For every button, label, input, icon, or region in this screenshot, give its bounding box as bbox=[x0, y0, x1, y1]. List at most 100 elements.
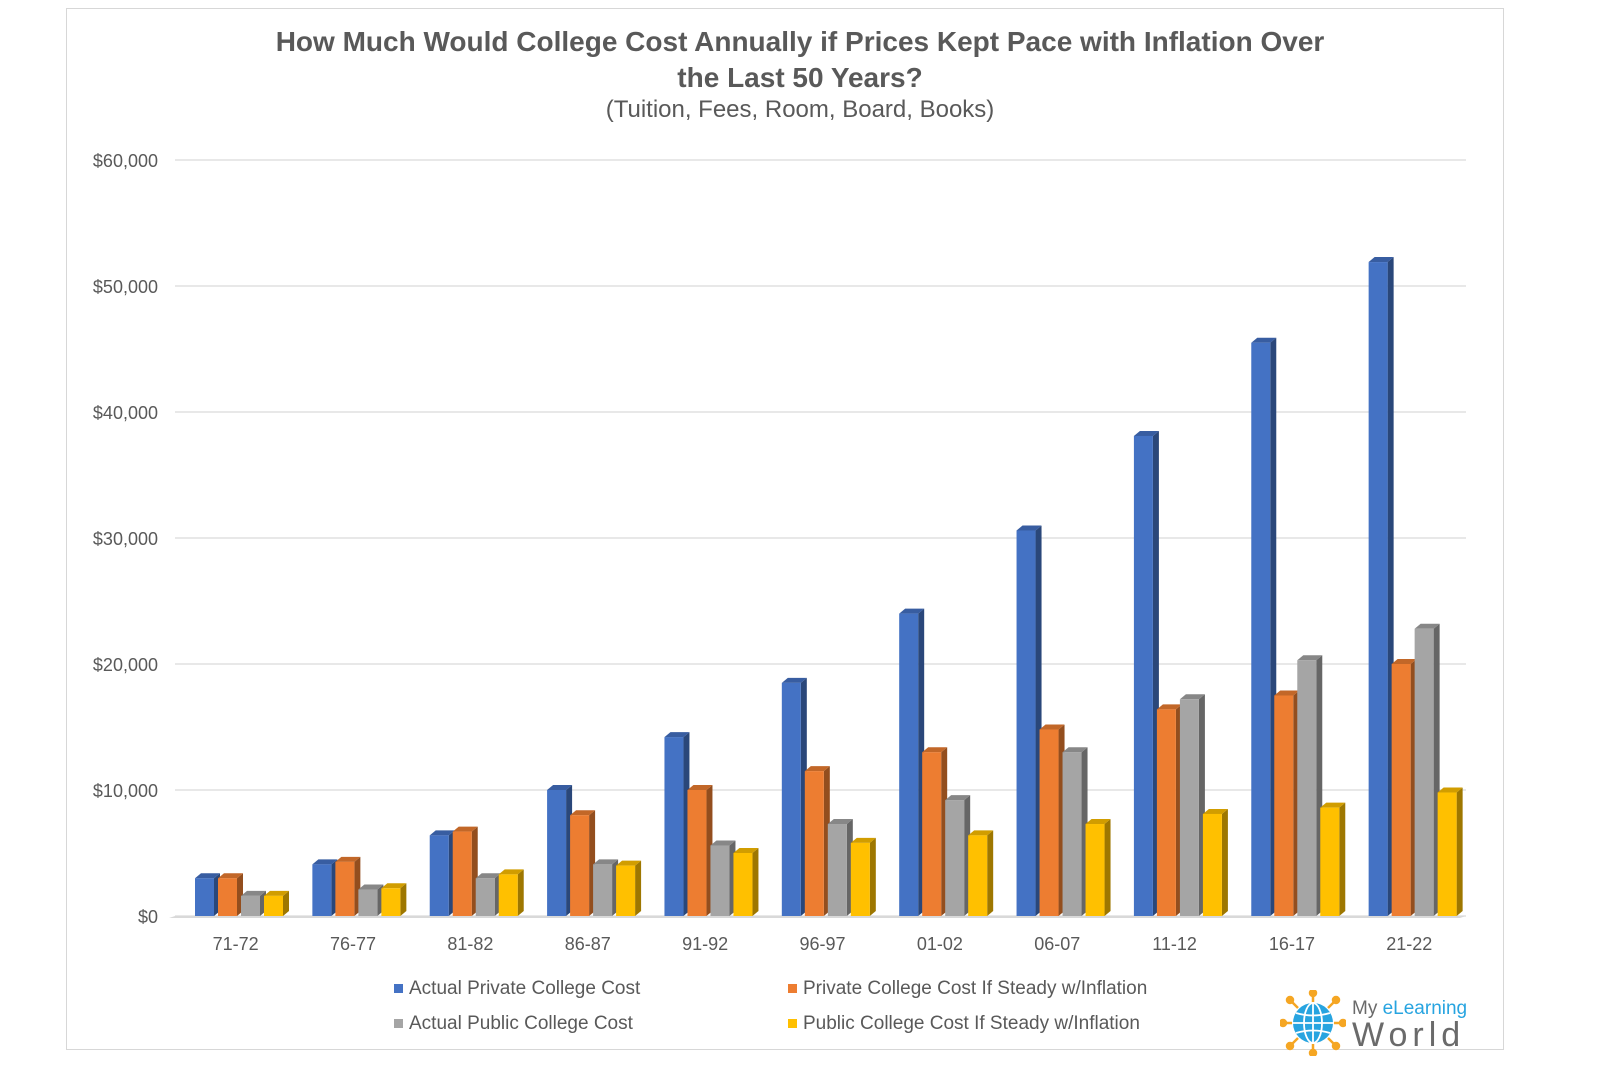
bar-top bbox=[804, 766, 830, 772]
legend-item-public-inflation: Public College Cost If Steady w/Inflatio… bbox=[788, 1013, 1140, 1035]
bar-front bbox=[593, 864, 613, 916]
bar-front bbox=[547, 790, 567, 916]
bar-side bbox=[517, 869, 524, 916]
bar-top bbox=[312, 859, 338, 865]
bar-front bbox=[195, 878, 214, 916]
bar-front bbox=[1016, 530, 1036, 916]
bar-side bbox=[635, 860, 642, 916]
bar bbox=[1391, 659, 1417, 916]
bar-front bbox=[358, 889, 378, 916]
x-tick-label: 91-92 bbox=[682, 934, 728, 954]
x-tick-label: 11-12 bbox=[1152, 934, 1197, 954]
legend-swatch bbox=[394, 1019, 403, 1029]
bar-top bbox=[475, 873, 501, 879]
bar-front bbox=[733, 853, 753, 916]
bar-front bbox=[218, 878, 237, 916]
bar-top bbox=[1016, 525, 1042, 531]
legend-item-private-inflation: Private College Cost If Steady w/Inflati… bbox=[788, 978, 1147, 1000]
bar-top bbox=[1320, 802, 1346, 808]
bar-top bbox=[1368, 257, 1394, 263]
bar-front bbox=[1039, 729, 1059, 916]
bar bbox=[664, 732, 690, 916]
bar-top bbox=[899, 608, 925, 614]
bar bbox=[827, 819, 853, 916]
bar bbox=[945, 795, 971, 916]
bar bbox=[452, 826, 478, 916]
logo-text-top: My eLearning bbox=[1352, 998, 1467, 1020]
bar-top bbox=[781, 677, 807, 683]
bar-side bbox=[1456, 787, 1463, 916]
bar bbox=[733, 848, 759, 916]
bar-top bbox=[264, 890, 289, 896]
bar bbox=[850, 837, 876, 916]
bar-top bbox=[664, 732, 690, 738]
bar-top bbox=[547, 785, 573, 790]
legend-swatch bbox=[394, 984, 403, 994]
bar-front bbox=[968, 835, 988, 916]
y-tick-label: $30,000 bbox=[93, 529, 158, 549]
bar-front bbox=[381, 888, 401, 916]
x-tick-label: 01-02 bbox=[917, 934, 963, 954]
bar-top bbox=[1391, 659, 1417, 664]
legend-label: Actual Public College Cost bbox=[409, 1013, 633, 1034]
logo-text-bottom: World bbox=[1352, 1016, 1466, 1054]
logo-prefix: My bbox=[1352, 998, 1383, 1019]
legend-item-actual-public: Actual Public College Cost bbox=[394, 1013, 633, 1035]
bar-top bbox=[922, 747, 948, 753]
bar bbox=[312, 859, 338, 916]
bar-front bbox=[1274, 695, 1294, 916]
bar bbox=[1133, 430, 1159, 916]
bar-front bbox=[452, 831, 472, 916]
bar bbox=[687, 785, 713, 916]
bar bbox=[1039, 724, 1065, 916]
bar-front bbox=[827, 824, 847, 916]
bar-front bbox=[498, 874, 518, 916]
bar bbox=[358, 884, 384, 916]
bar-side bbox=[1339, 802, 1346, 916]
bar-top bbox=[827, 819, 853, 825]
chart-floor bbox=[169, 916, 1466, 918]
bar-top bbox=[1251, 337, 1277, 343]
bar-front bbox=[804, 771, 824, 916]
bar bbox=[1251, 337, 1277, 916]
bar-front bbox=[710, 845, 730, 916]
bar bbox=[1202, 808, 1228, 916]
chart-title-line2: the Last 50 Years? bbox=[677, 62, 923, 93]
bar bbox=[1414, 623, 1440, 916]
bar bbox=[1156, 704, 1182, 916]
y-tick-label: $50,000 bbox=[93, 277, 158, 297]
bar bbox=[1437, 787, 1463, 916]
bar-front bbox=[922, 752, 942, 916]
bar-top bbox=[968, 830, 994, 836]
bar-front bbox=[264, 895, 283, 916]
bar bbox=[968, 830, 994, 916]
legend-item-actual-private: Actual Private College Cost bbox=[394, 978, 640, 1000]
bar-front bbox=[1391, 664, 1411, 916]
bar bbox=[335, 856, 361, 916]
bar-top bbox=[218, 873, 243, 879]
bar-top bbox=[241, 890, 266, 896]
y-tick-label: $20,000 bbox=[93, 655, 158, 675]
bar-front bbox=[945, 800, 965, 916]
bar-top bbox=[687, 785, 713, 790]
bar bbox=[710, 840, 736, 916]
y-tick-label: $60,000 bbox=[93, 151, 158, 171]
bar bbox=[922, 747, 948, 916]
logo-accent: eLearning bbox=[1382, 998, 1468, 1019]
bar-front bbox=[1437, 792, 1457, 916]
globe-icon bbox=[1280, 990, 1346, 1056]
bar bbox=[218, 873, 243, 916]
legend-label: Private College Cost If Steady w/Inflati… bbox=[803, 978, 1148, 999]
bar-side bbox=[987, 830, 994, 916]
bar bbox=[1297, 655, 1323, 916]
legend-swatch bbox=[788, 1019, 797, 1029]
x-tick-label: 06-07 bbox=[1034, 934, 1080, 954]
bar-top bbox=[1179, 694, 1205, 700]
bar-front bbox=[241, 895, 260, 916]
bar bbox=[381, 883, 407, 916]
x-tick-label: 96-97 bbox=[799, 934, 845, 954]
chart-title: How Much Would College Cost Annually if … bbox=[0, 24, 1600, 96]
bar-front bbox=[850, 842, 870, 916]
bar bbox=[570, 810, 596, 916]
